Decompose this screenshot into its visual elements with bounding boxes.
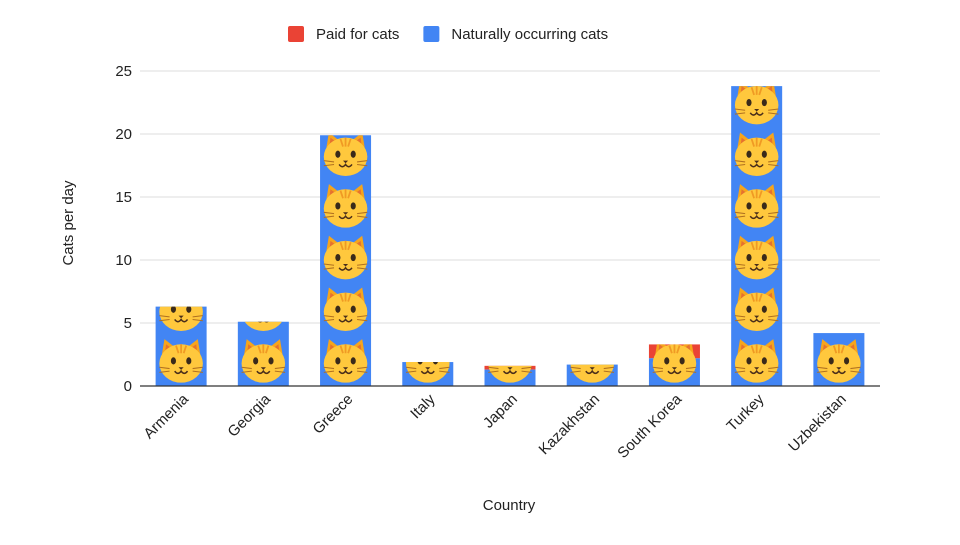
- bar-group-south-korea: [648, 344, 700, 386]
- cat-face-icon: [816, 338, 862, 384]
- cat-face-icon: [651, 344, 698, 384]
- cat-face-icon: [240, 338, 286, 384]
- x-tick-label-kazakhstan: Kazakhstan: [536, 391, 603, 458]
- y-tick-label-15: 15: [115, 189, 132, 206]
- cat-face-icon: [734, 338, 780, 384]
- x-axis-title: Country: [483, 497, 536, 514]
- cat-face-icon: [817, 287, 861, 331]
- cat-face-icon: [322, 286, 369, 332]
- x-tick-label-uzbekistan: Uzbekistan: [785, 391, 849, 455]
- bar-group-georgia: [237, 321, 289, 386]
- cat-face-icon: [322, 338, 369, 384]
- bar-group-armenia: [155, 306, 207, 386]
- bar-group-greece: [320, 135, 372, 386]
- x-tick-label-italy: Italy: [407, 390, 439, 422]
- cat-face-icon: [734, 234, 780, 281]
- legend-label-naturally-occurring-cats: Naturally occurring cats: [451, 26, 608, 43]
- bar-group-uzbekistan: [813, 287, 865, 386]
- y-axis-title: Cats per day: [60, 180, 77, 266]
- bar-group-italy: [402, 362, 454, 386]
- x-tick-label-greece: Greece: [310, 391, 357, 438]
- cat-icons-japan: [487, 365, 533, 384]
- cat-face-icon: [322, 183, 369, 229]
- bar-group-kazakhstan: [566, 364, 618, 386]
- legend-label-paid-for-cats: Paid for cats: [316, 26, 399, 43]
- x-tick-label-georgia: Georgia: [224, 390, 274, 440]
- x-tick-label-south-korea: South Korea: [614, 390, 685, 461]
- y-tick-label-10: 10: [115, 252, 132, 269]
- x-tick-label-turkey: Turkey: [723, 390, 767, 434]
- cat-face-icon: [734, 183, 780, 229]
- bar-natural-turkey: [731, 86, 783, 387]
- cat-face-icon: [734, 131, 780, 177]
- legend: Paid for cats Naturally occurring cats: [288, 26, 608, 43]
- cat-face-icon: [322, 234, 369, 281]
- cat-face-icon: [569, 364, 615, 384]
- cat-face-icon: [734, 286, 780, 332]
- x-tick-label-japan: Japan: [480, 391, 521, 432]
- legend-item-naturally-occurring-cats[interactable]: Naturally occurring cats: [423, 26, 608, 43]
- cat-icons-italy: [405, 362, 451, 384]
- cat-face-icon: [158, 306, 204, 332]
- cat-icons-kazakhstan: [569, 364, 615, 384]
- y-tick-label-0: 0: [124, 378, 132, 395]
- legend-item-paid-for-cats[interactable]: Paid for cats: [288, 26, 399, 43]
- bar-group-turkey: [731, 86, 783, 387]
- cat-face-icon: [734, 86, 780, 126]
- y-tick-label-20: 20: [115, 126, 132, 143]
- cat-face-icon: [158, 338, 204, 384]
- cat-face-icon: [487, 365, 533, 384]
- x-tick-label-armenia: Armenia: [140, 390, 192, 442]
- cat-face-icon: [240, 321, 286, 332]
- cat-icons-south-korea: [651, 344, 698, 384]
- y-tick-label-25: 25: [115, 63, 132, 80]
- y-tick-label-5: 5: [124, 315, 132, 332]
- legend-swatch-naturally-occurring-cats: [423, 26, 440, 42]
- bars: [155, 86, 865, 387]
- legend-swatch-paid-for-cats: [288, 26, 304, 42]
- cat-face-icon: [405, 362, 451, 384]
- bar-group-japan: [484, 365, 536, 386]
- cat-face-icon: [322, 135, 369, 177]
- cat-icons-greece: [322, 135, 369, 384]
